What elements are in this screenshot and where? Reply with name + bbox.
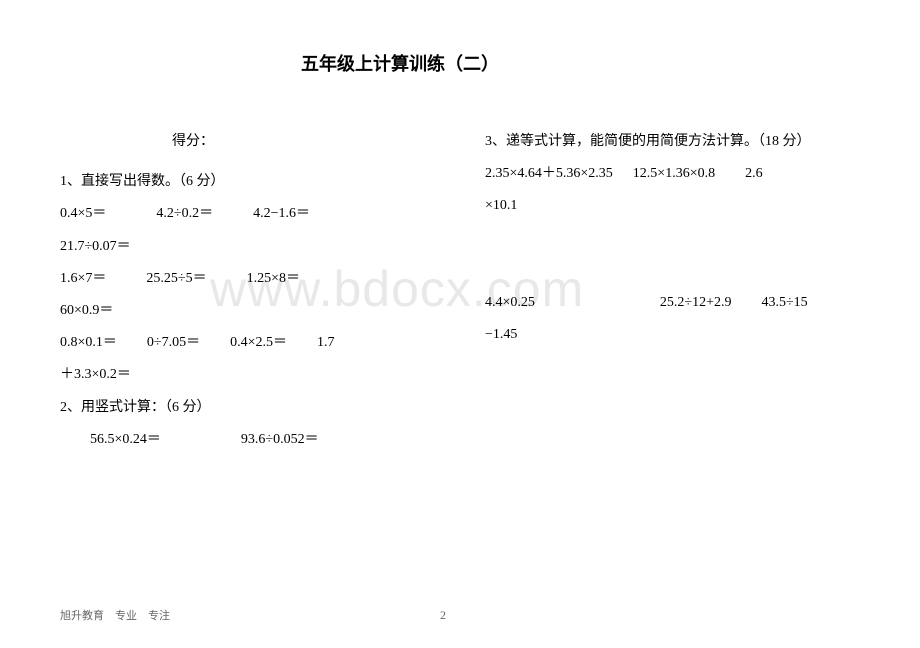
blank-line-1: [485, 223, 860, 255]
section1-row2: 21.7÷0.07＝: [60, 231, 430, 263]
footer-text: 旭升教育 专业 专注: [60, 607, 170, 623]
section3-row1: 2.35×4.64＋5.36×2.3512.5×1.36×0.82.6: [485, 158, 860, 190]
content-area: 得分： 1、直接写出得数。（6 分） 0.4×5＝4.2÷0.2＝4.2−1.6…: [60, 126, 860, 456]
section1-row5: 0.8×0.1＝0÷7.05＝0.4×2.5＝1.7: [60, 327, 430, 359]
section2-heading: 2、用竖式计算：（6 分）: [60, 392, 430, 424]
document-page: 五年级上计算训练（二） 得分： 1、直接写出得数。（6 分） 0.4×5＝4.2…: [0, 0, 920, 648]
blank-line-2: [485, 255, 860, 287]
section1-row3: 1.6×7＝25.25÷5＝1.25×8＝: [60, 263, 430, 295]
page-title: 五年级上计算训练（二）: [0, 50, 860, 76]
section3-heading: 3、递等式计算，能简便的用简便方法计算。（18 分）: [485, 126, 860, 158]
right-column: 3、递等式计算，能简便的用简便方法计算。（18 分） 2.35×4.64＋5.3…: [430, 126, 860, 456]
section1-row4: 60×0.9＝: [60, 295, 430, 327]
section2-row1: 56.5×0.24＝93.6÷0.052＝: [60, 424, 430, 456]
section1-row1: 0.4×5＝4.2÷0.2＝4.2−1.6＝: [60, 198, 430, 230]
section3-row4: −1.45: [485, 319, 860, 351]
section1-heading: 1、直接写出得数。（6 分）: [60, 166, 430, 198]
left-column: 得分： 1、直接写出得数。（6 分） 0.4×5＝4.2÷0.2＝4.2−1.6…: [60, 126, 430, 456]
section3-row2: ×10.1: [485, 190, 860, 222]
section1-row6: ＋3.3×0.2＝: [60, 359, 430, 391]
page-number: 2: [440, 608, 446, 623]
section3-row3: 4.4×0.2525.2÷12+2.943.5÷15: [485, 287, 860, 319]
score-label: 得分：: [60, 126, 430, 158]
